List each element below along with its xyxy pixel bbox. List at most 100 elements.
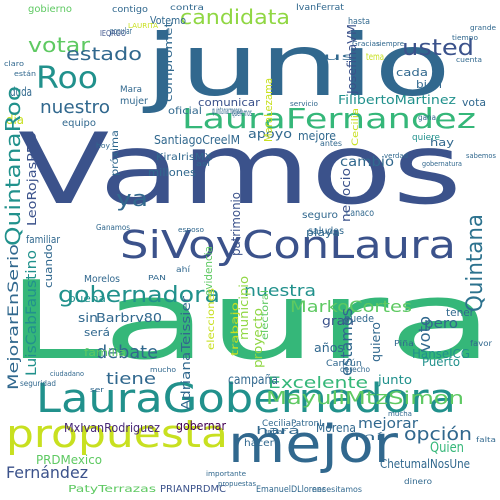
- word: Fernández: [6, 463, 88, 482]
- word: cambio: [340, 155, 394, 170]
- word: SiVoyConLaura: [120, 223, 456, 267]
- word: LeoRojasPRD: [25, 132, 39, 226]
- word: popular: [110, 27, 132, 37]
- word: ya: [116, 187, 148, 212]
- word: Roo: [36, 61, 98, 96]
- word: gran: [322, 314, 354, 328]
- word: próxima: [109, 130, 121, 176]
- word: queremos: [232, 108, 252, 119]
- word: Quintana: [463, 214, 488, 312]
- word: Laura: [6, 259, 494, 384]
- word: KiraIrisMX: [156, 152, 212, 163]
- word: gana: [418, 113, 436, 122]
- word: ser: [90, 386, 104, 394]
- word: HanselCG: [412, 347, 470, 361]
- word: candidata: [180, 5, 290, 29]
- word: FilibertoMartinez: [338, 93, 456, 107]
- word: MarkoCortes: [290, 297, 412, 316]
- word: hay: [430, 136, 455, 149]
- word: Cecilia: [351, 108, 361, 146]
- word: usted: [402, 36, 474, 61]
- word: trabajo: [230, 302, 241, 356]
- word: cuando: [42, 244, 55, 288]
- word: tema: [366, 52, 384, 63]
- word: cuenta: [456, 56, 482, 64]
- word: mucha: [388, 410, 412, 418]
- word: Votemo: [150, 14, 186, 27]
- word: debate: [96, 342, 158, 363]
- word: MaraLezama: [262, 78, 275, 142]
- word: favor: [470, 339, 493, 348]
- word: voto: [415, 316, 434, 352]
- word: contigo: [112, 5, 149, 15]
- word: estamos: [337, 308, 356, 376]
- word: saludos: [308, 226, 344, 237]
- word: evidencia: [202, 246, 215, 296]
- word: gobernatura: [422, 160, 462, 168]
- word: grande: [470, 24, 496, 32]
- word: hasta: [348, 17, 370, 27]
- word: esposo: [178, 226, 204, 234]
- word: PatyTerrazas: [68, 484, 156, 495]
- word: puede: [344, 312, 374, 325]
- word: servicio: [290, 100, 318, 108]
- word: IvanFerrat: [296, 3, 344, 13]
- word: familiar: [26, 233, 60, 246]
- word: negocio: [339, 168, 353, 222]
- word: ahí: [176, 265, 191, 274]
- word: votar: [28, 33, 91, 57]
- word: MxIvanRodriguez: [64, 421, 160, 435]
- word: compromet: [162, 21, 175, 102]
- word: seguridad: [20, 379, 56, 388]
- word: importante: [206, 470, 246, 478]
- word: ChetumalNosUne: [380, 457, 470, 471]
- word: canaco: [346, 208, 374, 219]
- word: Quien: [430, 440, 464, 456]
- word: PRIANPRDMC: [160, 484, 226, 495]
- word: será: [84, 326, 110, 339]
- word: MayuliMtzSimon: [266, 388, 464, 409]
- word: derecho: [340, 365, 370, 374]
- word: LauraGobernadora: [36, 376, 456, 422]
- word: sabemos: [466, 152, 496, 160]
- word: mucho: [150, 366, 176, 374]
- word: Barbrv80: [96, 311, 162, 325]
- word: propuesta: [6, 412, 228, 456]
- word: Cancún: [326, 359, 362, 369]
- word: robar: [264, 428, 286, 436]
- word: hacer: [244, 438, 275, 449]
- word: tus: [312, 52, 356, 63]
- word: tiempo: [452, 34, 478, 42]
- word: campaña: [228, 373, 278, 388]
- word: junio: [142, 16, 451, 116]
- word: millones: [148, 166, 196, 179]
- word: día: [6, 113, 24, 127]
- word: seguro: [302, 210, 338, 221]
- word: apoyo: [248, 127, 292, 141]
- word: nuestra: [244, 281, 316, 300]
- word: LuisCabFaustino: [24, 250, 40, 376]
- word: estado: [66, 44, 142, 65]
- word: SantiagoCreelM: [154, 133, 240, 147]
- word: Morena: [316, 421, 356, 435]
- word: oficial: [168, 106, 202, 117]
- word: pero: [424, 316, 458, 332]
- word: junto: [377, 373, 412, 387]
- word: quiere: [412, 133, 440, 143]
- word: Vamos: [18, 113, 462, 227]
- word: familia: [84, 346, 126, 359]
- word: PAN: [148, 274, 166, 282]
- word: proyecto: [251, 308, 265, 368]
- word: Morelos: [84, 274, 120, 285]
- word: comunicar: [198, 96, 261, 109]
- word: quiero: [369, 322, 383, 362]
- word: LauraFernandez: [182, 102, 476, 135]
- word: nuestro: [40, 97, 110, 118]
- word: Ganamos: [96, 223, 130, 232]
- word: antes: [320, 139, 342, 148]
- word: mejor: [228, 415, 399, 475]
- word: falta: [476, 436, 496, 444]
